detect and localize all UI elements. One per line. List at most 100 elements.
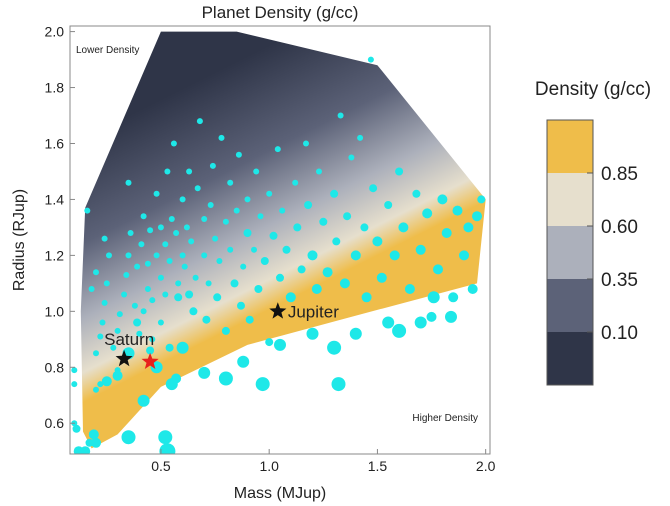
planet-point — [144, 286, 151, 292]
planet-point — [367, 56, 374, 63]
planet-point — [392, 323, 407, 338]
y-tick-label: 2.0 — [45, 24, 65, 40]
planet-point — [251, 246, 257, 253]
planet-point — [171, 373, 182, 384]
planet-point — [361, 292, 372, 303]
planet-point — [255, 377, 270, 392]
planet-point — [339, 278, 350, 289]
planet-point — [412, 189, 421, 198]
planet-point — [274, 338, 286, 351]
planet-point — [427, 291, 440, 304]
planet-point — [93, 269, 99, 276]
planet-point — [322, 267, 333, 278]
planet-point — [349, 327, 362, 340]
planet-point — [84, 207, 91, 214]
planet-point — [227, 246, 234, 253]
planet-point — [176, 341, 189, 354]
planet-point — [131, 302, 138, 309]
planet-point — [71, 367, 78, 374]
planet-point — [472, 211, 482, 222]
planet-point — [157, 319, 164, 326]
legend-frame — [546, 119, 594, 386]
planet-point — [357, 134, 364, 141]
planet-point — [463, 222, 474, 233]
planet-point — [414, 316, 427, 329]
planet-point — [153, 190, 160, 197]
planet-point — [179, 252, 186, 259]
planet-point — [170, 140, 177, 147]
planet-point — [240, 263, 247, 270]
planet-point — [201, 252, 208, 259]
planet-point — [209, 162, 216, 169]
planet-point — [138, 241, 145, 248]
named-planet-star — [141, 352, 159, 369]
planet-point — [202, 315, 211, 324]
planet-point — [140, 308, 147, 315]
planet-point — [146, 346, 155, 355]
planet-point — [369, 184, 378, 193]
planet-point — [235, 151, 242, 158]
planet-point — [398, 222, 409, 233]
planet-point — [201, 216, 208, 222]
legend-swatch — [547, 226, 593, 280]
planet-point — [441, 228, 452, 238]
planet-point — [330, 189, 339, 198]
y-axis-label: Radius (RJup) — [11, 189, 28, 291]
planet-point — [121, 430, 136, 445]
planet-point — [384, 201, 393, 209]
planet-point — [297, 265, 306, 274]
planet-point — [276, 273, 284, 282]
planet-point — [97, 333, 104, 340]
density-region — [80, 31, 486, 449]
planet-point — [116, 311, 123, 318]
legend-label: 0.10 — [601, 323, 638, 344]
planet-point — [292, 179, 299, 186]
planet-point — [221, 326, 230, 335]
planet-point — [175, 280, 182, 287]
named-planets: Saturn Jupiter — [104, 302, 339, 369]
x-axis-label: Mass (MJup) — [234, 485, 326, 502]
planet-point — [459, 250, 469, 261]
planet-point — [343, 212, 352, 221]
planet-point — [71, 381, 78, 388]
plot-frame — [69, 25, 491, 455]
planet-points — [71, 56, 486, 454]
planet-point — [265, 338, 274, 347]
planet-point — [269, 231, 278, 240]
color-legend: 0.85 0.60 0.35 0.10 — [546, 119, 638, 386]
planet-point — [114, 327, 121, 334]
x-tick-label: 1.0 — [259, 458, 279, 474]
planet-point — [389, 250, 400, 261]
planet-point — [188, 238, 195, 245]
planet-point — [134, 263, 141, 270]
planet-point — [477, 195, 486, 204]
planet-point — [91, 437, 101, 448]
planet-point — [293, 223, 302, 232]
planet-point — [153, 252, 160, 259]
planet-point — [245, 315, 254, 324]
planet-point — [230, 279, 239, 288]
x-tick-label: 1.5 — [368, 458, 388, 474]
planet-point — [183, 224, 190, 231]
y-tick-label: 0.8 — [45, 359, 65, 375]
legend-label: 0.35 — [601, 270, 638, 291]
planet-point — [395, 167, 404, 176]
named-planet-label: Saturn — [104, 330, 154, 349]
planet-point — [101, 376, 112, 387]
planet-point — [303, 140, 309, 147]
planet-point — [452, 205, 463, 216]
planet-point — [331, 377, 346, 392]
planet-point — [103, 280, 110, 287]
x-tick-label: 2.0 — [476, 458, 496, 474]
planet-point — [162, 241, 169, 248]
planet-point — [179, 196, 186, 203]
planet-point — [136, 330, 143, 337]
planet-point — [382, 316, 395, 329]
planet-point — [426, 311, 437, 322]
planet-point — [159, 443, 176, 454]
planet-point — [233, 207, 240, 214]
planet-point — [304, 201, 313, 209]
planet-point — [166, 258, 173, 264]
planet-point — [445, 310, 457, 323]
